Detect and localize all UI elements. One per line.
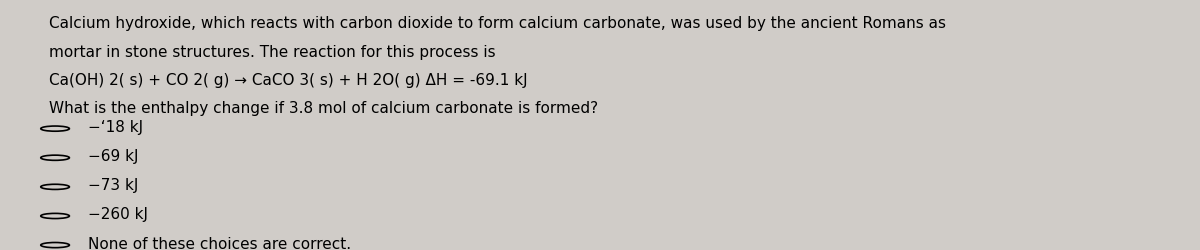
Text: mortar in stone structures. The reaction for this process is: mortar in stone structures. The reaction… [49,44,496,60]
Text: None of these choices are correct.: None of these choices are correct. [89,236,352,250]
Text: −73 kJ: −73 kJ [89,178,139,193]
Text: Calcium hydroxide, which reacts with carbon dioxide to form calcium carbonate, w: Calcium hydroxide, which reacts with car… [49,16,946,32]
Text: −69 kJ: −69 kJ [89,149,139,164]
Text: Ca(OH) 2( s) + CO 2( g) → CaCO 3( s) + H 2O( g) ΔH = -69.1 kJ: Ca(OH) 2( s) + CO 2( g) → CaCO 3( s) + H… [49,72,528,88]
Text: What is the enthalpy change if 3.8 mol of calcium carbonate is formed?: What is the enthalpy change if 3.8 mol o… [49,100,599,116]
Text: −‘18 kJ: −‘18 kJ [89,120,144,135]
Text: −260 kJ: −260 kJ [89,208,149,222]
